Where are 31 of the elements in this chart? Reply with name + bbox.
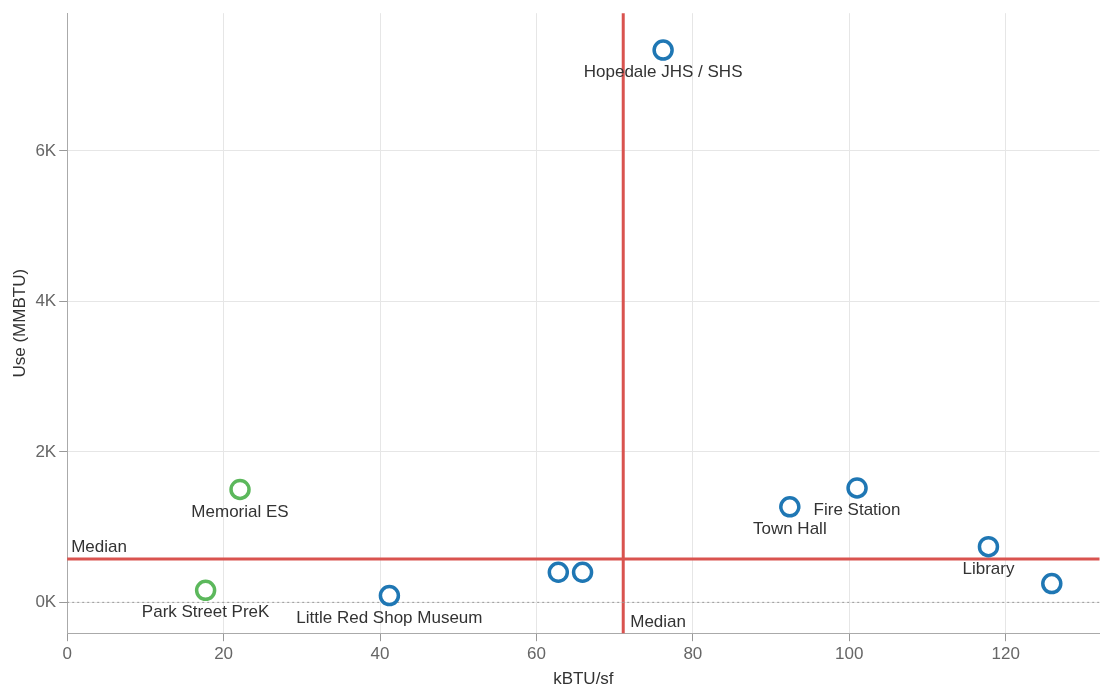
x-tick-label: 80 (683, 644, 703, 664)
y-tick-label: 6K (35, 140, 57, 160)
point (378, 584, 401, 607)
annotation: Fire Station (813, 500, 901, 520)
point (194, 579, 217, 602)
point (779, 496, 801, 518)
annotation: Little Red Shop Museum (296, 607, 483, 627)
x-axis-title: kBTU/sf (553, 669, 614, 689)
point (571, 561, 594, 583)
y-tick-label: 2K (35, 441, 57, 461)
x-tick-label: 100 (835, 644, 864, 664)
point (652, 39, 674, 61)
ref-line-label: Median (71, 537, 127, 557)
ref-line-label: Median (630, 612, 686, 632)
annotation: Library (962, 558, 1015, 578)
point (547, 561, 570, 583)
point (846, 477, 868, 499)
annotation: Memorial ES (191, 501, 289, 521)
x-tick-label: 20 (214, 644, 234, 664)
x-tick-label: 120 (991, 644, 1020, 664)
point (229, 478, 251, 501)
annotation: Park Street PreK (141, 602, 271, 622)
annotation: Town Hall (752, 518, 827, 538)
y-axis-title: Use (MMBTU) (9, 268, 29, 378)
x-tick-label: 40 (370, 644, 390, 664)
point (977, 535, 1000, 558)
y-tick-label: 4K (35, 291, 57, 311)
point (1041, 572, 1063, 595)
x-tick-label: 60 (526, 644, 546, 664)
y-tick-label: 0K (35, 592, 57, 612)
x-tick-label: 0 (62, 644, 72, 664)
